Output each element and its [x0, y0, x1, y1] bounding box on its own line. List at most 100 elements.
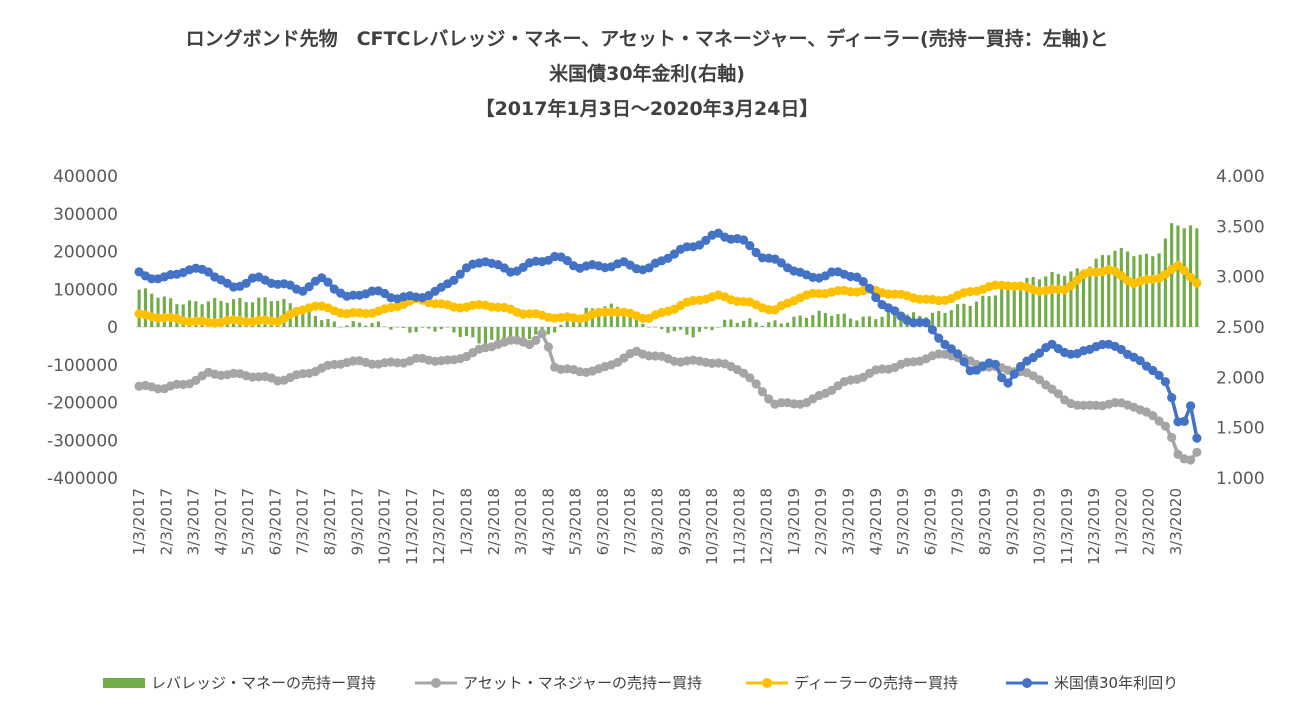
- data-point: [776, 398, 786, 408]
- data-point: [1003, 378, 1013, 388]
- bar-leveraged-money: [616, 306, 620, 327]
- bar-leveraged-money: [502, 327, 506, 344]
- bar-leveraged-money: [1132, 256, 1136, 327]
- bar-leveraged-money: [968, 305, 972, 327]
- data-point: [1179, 265, 1189, 275]
- bar-leveraged-money: [194, 301, 198, 327]
- data-point: [1116, 271, 1126, 281]
- bar-leveraged-money: [1037, 279, 1042, 327]
- bar-leveraged-money: [408, 327, 412, 333]
- bar-leveraged-money: [1144, 253, 1149, 327]
- x-tick-label: 9/3/2017: [348, 488, 366, 555]
- bar-leveraged-money: [1044, 276, 1048, 327]
- bar-leveraged-money: [471, 327, 475, 338]
- legend-line-swatch-yellow: [746, 677, 788, 688]
- y-left-tick-label: 400000: [53, 167, 118, 187]
- bar-leveraged-money: [1018, 283, 1023, 327]
- data-point: [1034, 375, 1045, 385]
- bar-leveraged-money: [672, 327, 676, 332]
- x-tick-label: 1/3/2017: [130, 488, 148, 555]
- data-point: [694, 240, 705, 250]
- bar-leveraged-money: [1100, 254, 1104, 327]
- bar-leveraged-money: [1170, 223, 1174, 327]
- data-point: [827, 385, 837, 395]
- series-line: [138, 231, 1199, 439]
- bar-leveraged-money: [647, 326, 651, 328]
- bar-leveraged-money: [458, 327, 462, 338]
- bar-leveraged-money: [1006, 283, 1010, 327]
- y-left-tick-label: 0: [107, 318, 118, 338]
- legend-item-ust30y: 米国債30年利回り: [1006, 672, 1178, 693]
- data-point: [890, 306, 900, 316]
- bar-leveraged-money: [351, 321, 355, 327]
- x-tick-label: 6/3/2017: [266, 488, 284, 555]
- bar-leveraged-money: [414, 327, 418, 333]
- bar-leveraged-money: [628, 311, 632, 327]
- x-tick-label: 11/3/2019: [1058, 488, 1076, 565]
- bar-leveraged-money: [326, 318, 330, 327]
- bar-leveraged-money: [269, 301, 273, 327]
- bar-leveraged-money: [987, 296, 991, 327]
- y-right-tick-label: 1.000: [1216, 469, 1265, 489]
- bar-leveraged-money: [861, 316, 865, 327]
- data-point: [323, 277, 333, 287]
- bar-leveraged-money: [1000, 288, 1004, 327]
- bar-leveraged-money: [1163, 238, 1167, 327]
- y-left-tick-label: 300000: [53, 205, 118, 225]
- bar-leveraged-money: [263, 297, 267, 327]
- bar-leveraged-money: [760, 325, 765, 327]
- data-point: [1066, 281, 1076, 291]
- bar-leveraged-money: [320, 320, 324, 327]
- bar-leveraged-money: [641, 323, 645, 327]
- chart-title-line-1: ロングボンド先物 CFTCレバレッジ・マネー、アセット・マネージャー、ディーラー…: [185, 28, 1109, 50]
- x-tick-label: 3/3/2019: [840, 488, 858, 555]
- bar-leveraged-money: [943, 312, 947, 327]
- bar-leveraged-money: [685, 327, 689, 335]
- bar-leveraged-money: [546, 327, 550, 335]
- bar-leveraged-money: [219, 300, 223, 327]
- x-tick-label: 11/3/2018: [730, 488, 748, 565]
- data-point: [701, 235, 711, 245]
- data-point: [864, 283, 875, 293]
- bar-leveraged-money: [823, 312, 827, 327]
- bar-leveraged-money: [169, 298, 173, 327]
- x-tick-label: 1/3/2018: [457, 488, 475, 555]
- bar-leveraged-money: [666, 327, 670, 333]
- data-point: [203, 267, 213, 277]
- x-tick-label: 5/3/2019: [894, 488, 912, 555]
- bar-leveraged-money: [257, 297, 261, 327]
- legend-label-dealer: ディーラーの売持ー買持: [794, 674, 958, 692]
- bar-leveraged-money: [653, 326, 657, 328]
- bar-leveraged-money: [559, 324, 563, 327]
- bar-leveraged-money: [225, 302, 229, 327]
- data-point: [455, 269, 465, 279]
- bar-leveraged-money: [439, 327, 443, 330]
- bar-leveraged-money: [187, 300, 192, 327]
- x-tick-label: 2/3/2017: [157, 488, 175, 555]
- bar-leveraged-money: [1069, 271, 1073, 327]
- bar-leveraged-money: [496, 327, 500, 341]
- bar-leveraged-money: [786, 322, 790, 327]
- legend-item-leveraged-money: レバレッジ・マネーの売持ー買持: [103, 672, 376, 693]
- bar-leveraged-money: [1157, 253, 1161, 327]
- bar-leveraged-money: [849, 318, 853, 327]
- bar-leveraged-money: [754, 322, 758, 327]
- bar-leveraged-money: [855, 320, 859, 327]
- data-point: [990, 359, 1001, 369]
- bar-leveraged-money: [704, 327, 708, 329]
- bar-leveraged-money: [842, 313, 846, 327]
- bar-leveraged-money: [571, 321, 576, 327]
- data-point: [147, 274, 157, 284]
- data-point: [1186, 455, 1196, 465]
- bar-leveraged-money: [697, 327, 702, 332]
- bar-leveraged-money: [389, 327, 393, 330]
- bar-leveraged-money: [313, 315, 318, 327]
- data-point: [1179, 416, 1189, 426]
- y-left-tick-label: -100000: [47, 356, 118, 376]
- legend-label-ust30y: 米国債30年利回り: [1054, 674, 1179, 692]
- data-point: [871, 292, 881, 303]
- data-point: [669, 249, 679, 259]
- x-tick-label: 8/3/2018: [649, 488, 667, 555]
- bar-leveraged-money: [735, 322, 739, 327]
- x-tick-label: 10/3/2017: [376, 488, 394, 565]
